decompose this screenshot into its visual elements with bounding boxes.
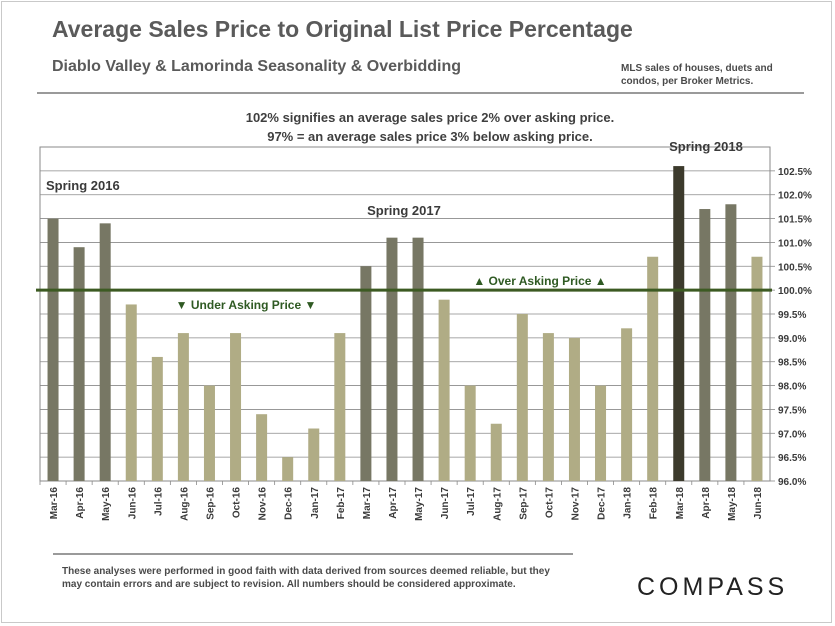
bar xyxy=(516,314,528,481)
x-tick-label: Jul-16 xyxy=(153,487,164,516)
bar xyxy=(595,385,607,481)
x-tick-label: Mar-17 xyxy=(362,487,373,520)
bar xyxy=(568,337,580,481)
disclaimer-line-2: may contain errors and are subject to re… xyxy=(62,579,516,590)
bar xyxy=(621,328,633,481)
bar xyxy=(203,385,215,481)
bar xyxy=(386,237,398,481)
bar xyxy=(230,333,242,481)
x-tick-label: Feb-17 xyxy=(336,487,347,520)
x-tick-label: Dec-17 xyxy=(597,487,608,520)
source-note-line-2: condos, per Broker Metrics. xyxy=(621,76,754,87)
x-tick-label: Apr-18 xyxy=(701,487,712,519)
bar xyxy=(282,457,294,481)
bar xyxy=(334,333,346,481)
x-tick-label: Nov-17 xyxy=(570,487,581,521)
annotation-under-asking: ▼ Under Asking Price ▼ xyxy=(176,298,317,312)
x-tick-label: Mar-18 xyxy=(675,487,686,520)
bar xyxy=(412,237,424,481)
y-tick-label: 101.0% xyxy=(778,238,812,249)
footer-divider xyxy=(53,553,573,555)
x-tick-label: Jul-17 xyxy=(466,487,477,516)
y-tick-label: 99.5% xyxy=(778,310,806,321)
source-note: MLS sales of houses, duets and condos, p… xyxy=(621,62,811,88)
bar xyxy=(308,428,320,481)
x-tick-label: Sep-17 xyxy=(518,487,529,520)
y-tick-label: 101.5% xyxy=(778,215,812,226)
x-tick-label: Mar-16 xyxy=(49,487,60,520)
y-tick-label: 99.0% xyxy=(778,334,806,345)
bar xyxy=(360,266,372,481)
x-tick-label: Sep-16 xyxy=(205,487,216,520)
bar xyxy=(699,209,711,481)
y-tick-label: 98.5% xyxy=(778,358,806,369)
x-tick-label: May-16 xyxy=(101,487,112,521)
bar xyxy=(151,356,163,481)
bar xyxy=(99,223,111,482)
disclaimer-text: These analyses were performed in good fa… xyxy=(62,565,572,591)
y-tick-label: 98.0% xyxy=(778,382,806,393)
x-tick-label: Jun-16 xyxy=(127,487,138,520)
x-tick-label: Jun-18 xyxy=(753,487,764,520)
x-tick-label: Aug-16 xyxy=(179,487,190,521)
x-tick-label: Nov-16 xyxy=(258,487,269,521)
bar xyxy=(725,204,737,481)
y-tick-label: 100.5% xyxy=(778,262,812,273)
bar xyxy=(73,247,85,481)
chart-subtitle: Diablo Valley & Lamorinda Seasonality & … xyxy=(52,58,461,75)
x-tick-label: Jan-17 xyxy=(310,487,321,519)
chart-title: Average Sales Price to Original List Pri… xyxy=(52,16,633,42)
x-tick-label: May-18 xyxy=(727,487,738,521)
bar xyxy=(464,385,476,481)
x-tick-label: Jun-17 xyxy=(440,487,451,520)
x-tick-label: Jan-18 xyxy=(623,487,634,519)
bar xyxy=(673,166,685,482)
disclaimer-line-1: These analyses were performed in good fa… xyxy=(62,566,550,577)
y-tick-label: 100.0% xyxy=(778,286,812,297)
x-tick-label: Aug-17 xyxy=(492,487,503,521)
x-tick-label: Oct-17 xyxy=(544,487,555,519)
bar xyxy=(125,304,137,481)
annotation-spring-2018: Spring 2018 xyxy=(669,139,743,154)
bar xyxy=(177,333,189,481)
explanation-line-1: 102% signifies an average sales price 2%… xyxy=(245,110,615,125)
y-tick-label: 97.0% xyxy=(778,429,806,440)
bar xyxy=(751,256,763,481)
x-tick-label: Oct-16 xyxy=(232,487,243,519)
y-tick-label: 96.0% xyxy=(778,477,806,488)
header-divider xyxy=(37,92,804,94)
y-tick-label: 102.5% xyxy=(778,167,812,178)
x-tick-label: Dec-16 xyxy=(284,487,295,520)
annotation-spring-2016: Spring 2016 xyxy=(46,178,120,193)
source-note-line-1: MLS sales of houses, duets and xyxy=(621,63,773,74)
bar xyxy=(438,299,450,481)
explanation-line-2: 97% = an average sales price 3% below as… xyxy=(267,129,593,144)
annotation-over-asking: ▲ Over Asking Price ▲ xyxy=(473,274,606,288)
compass-logo: COMPASS xyxy=(637,573,789,601)
annotation-spring-2017: Spring 2017 xyxy=(367,203,441,218)
bar xyxy=(490,423,502,481)
y-tick-label: 96.5% xyxy=(778,453,806,464)
x-tick-label: May-17 xyxy=(414,487,425,521)
bar xyxy=(542,333,554,481)
explanation-text: 102% signifies an average sales price 2%… xyxy=(160,108,700,146)
x-tick-label: Apr-17 xyxy=(388,487,399,519)
bar xyxy=(256,414,268,481)
x-tick-label: Apr-16 xyxy=(75,487,86,519)
y-tick-label: 102.0% xyxy=(778,191,812,202)
bar xyxy=(647,256,659,481)
bar xyxy=(47,218,59,482)
x-tick-label: Feb-18 xyxy=(649,487,660,520)
y-tick-label: 97.5% xyxy=(778,405,806,416)
